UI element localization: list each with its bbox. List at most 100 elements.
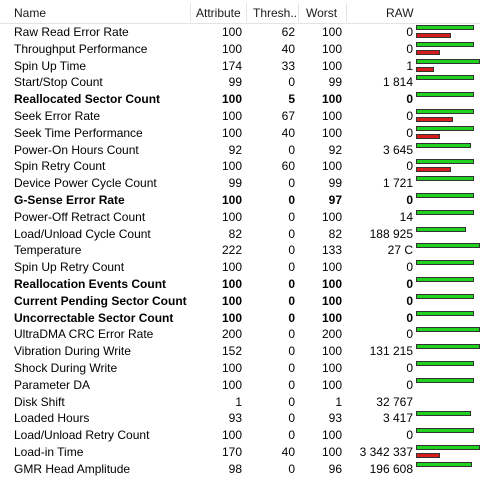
column-header-attribute[interactable]: Attribute bbox=[196, 6, 241, 20]
cell-worst: 100 bbox=[321, 125, 342, 140]
cell-name: Current Pending Sector Count bbox=[14, 293, 187, 308]
table-row[interactable]: G-Sense Error Rate 100 0 97 0 bbox=[0, 192, 480, 209]
health-bar-threshold bbox=[416, 116, 453, 122]
table-row[interactable]: Disk Shift 1 0 1 32 767 bbox=[0, 394, 480, 411]
cell-raw: 32 767 bbox=[376, 394, 413, 409]
table-row[interactable]: Device Power Cycle Count 99 0 99 1 721 bbox=[0, 175, 480, 192]
column-divider[interactable] bbox=[346, 3, 347, 22]
table-row[interactable]: Load/Unload Cycle Count 82 0 82 188 925 bbox=[0, 226, 480, 243]
cell-threshold: 0 bbox=[288, 176, 295, 191]
cell-threshold: 0 bbox=[288, 461, 295, 476]
column-divider[interactable] bbox=[246, 3, 247, 22]
column-header-raw[interactable]: RAW bbox=[386, 6, 414, 20]
cell-raw: 0 bbox=[406, 25, 413, 39]
column-header-threshold[interactable]: Thresh... bbox=[253, 6, 297, 20]
cell-name: Spin Retry Count bbox=[14, 159, 106, 174]
cell-raw: 3 645 bbox=[382, 142, 413, 157]
cell-threshold: 0 bbox=[288, 142, 295, 157]
cell-name: Spin Up Time bbox=[14, 58, 87, 73]
cell-threshold: 0 bbox=[288, 276, 295, 291]
cell-worst: 100 bbox=[321, 159, 342, 174]
table-row[interactable]: Load-in Time 170 40 100 3 342 337 bbox=[0, 444, 480, 461]
cell-threshold: 0 bbox=[288, 192, 295, 207]
cell-threshold: 0 bbox=[288, 209, 295, 224]
cell-raw: 0 bbox=[406, 125, 413, 140]
cell-name: Seek Error Rate bbox=[14, 108, 101, 123]
health-bar-current bbox=[416, 125, 474, 131]
table-row[interactable]: Load/Unload Retry Count 100 0 100 0 bbox=[0, 427, 480, 444]
table-row[interactable]: Spin Up Time 174 33 100 1 bbox=[0, 58, 480, 75]
table-row[interactable]: Power-Off Retract Count 100 0 100 14 bbox=[0, 209, 480, 226]
health-bar-current bbox=[416, 243, 480, 249]
health-bar-current bbox=[416, 344, 480, 350]
table-row[interactable]: UltraDMA CRC Error Rate 200 0 200 0 bbox=[0, 326, 480, 343]
cell-name: Power-On Hours Count bbox=[14, 142, 139, 157]
cell-name: Start/Stop Count bbox=[14, 75, 103, 90]
cell-name: Disk Shift bbox=[14, 394, 65, 409]
column-header-name[interactable]: Name bbox=[14, 6, 47, 20]
cell-attribute: 100 bbox=[221, 260, 242, 275]
cell-threshold: 0 bbox=[288, 377, 295, 392]
table-row[interactable]: Seek Time Performance 100 40 100 0 bbox=[0, 125, 480, 142]
health-bar-current bbox=[416, 159, 474, 165]
cell-threshold: 0 bbox=[288, 428, 295, 443]
health-bar-threshold bbox=[416, 452, 440, 458]
cell-raw: 0 bbox=[406, 108, 413, 123]
cell-threshold: 0 bbox=[288, 75, 295, 90]
table-row[interactable]: Start/Stop Count 99 0 99 1 814 bbox=[0, 74, 480, 91]
cell-raw: 1 814 bbox=[382, 75, 413, 90]
table-row[interactable]: Throughput Performance 100 40 100 0 bbox=[0, 41, 480, 58]
cell-attribute: 99 bbox=[228, 176, 242, 191]
cell-attribute: 100 bbox=[221, 293, 242, 308]
cell-worst: 100 bbox=[321, 260, 342, 275]
table-row[interactable]: Spin Retry Count 100 60 100 0 bbox=[0, 158, 480, 175]
cell-attribute: 100 bbox=[221, 125, 242, 140]
cell-raw: 1 721 bbox=[382, 176, 413, 191]
health-bar-current bbox=[416, 260, 474, 266]
cell-name: Device Power Cycle Count bbox=[14, 176, 157, 191]
cell-worst: 100 bbox=[321, 344, 342, 359]
cell-worst: 96 bbox=[328, 461, 342, 476]
health-bar-current bbox=[416, 444, 480, 450]
health-bar-current bbox=[416, 293, 474, 299]
cell-worst: 100 bbox=[321, 58, 342, 73]
table-row[interactable]: Vibration During Write 152 0 100 131 215 bbox=[0, 343, 480, 360]
health-bar-current bbox=[416, 58, 480, 64]
cell-threshold: 40 bbox=[281, 125, 295, 140]
column-divider[interactable] bbox=[298, 3, 299, 22]
table-row[interactable]: Reallocated Sector Count 100 5 100 0 bbox=[0, 91, 480, 108]
table-row[interactable]: Temperature 222 0 133 27 C bbox=[0, 242, 480, 259]
column-divider[interactable] bbox=[190, 3, 191, 22]
health-bar-current bbox=[416, 75, 474, 81]
table-row[interactable]: GMR Head Amplitude 98 0 96 196 608 bbox=[0, 461, 480, 478]
cell-threshold: 0 bbox=[288, 411, 295, 426]
cell-attribute: 100 bbox=[221, 159, 242, 174]
table-row[interactable]: Current Pending Sector Count 100 0 100 0 bbox=[0, 293, 480, 310]
cell-attribute: 98 bbox=[228, 461, 242, 476]
cell-threshold: 33 bbox=[281, 58, 295, 73]
health-bar-current bbox=[416, 209, 474, 215]
table-row[interactable]: Shock During Write 100 0 100 0 bbox=[0, 360, 480, 377]
table-row[interactable]: Uncorrectable Sector Count 100 0 100 0 bbox=[0, 310, 480, 327]
column-header-worst[interactable]: Worst bbox=[306, 6, 338, 20]
cell-attribute: 100 bbox=[221, 25, 242, 39]
table-row[interactable]: Power-On Hours Count 92 0 92 3 645 bbox=[0, 142, 480, 159]
cell-attribute: 100 bbox=[221, 276, 242, 291]
cell-threshold: 60 bbox=[281, 159, 295, 174]
table-row[interactable]: Loaded Hours 93 0 93 3 417 bbox=[0, 410, 480, 427]
cell-threshold: 0 bbox=[288, 243, 295, 258]
cell-attribute: 100 bbox=[221, 41, 242, 56]
health-bar-current bbox=[416, 310, 474, 316]
table-row[interactable]: Raw Read Error Rate 100 62 100 0 bbox=[0, 24, 480, 41]
health-bar-current bbox=[416, 92, 474, 98]
table-row[interactable]: Reallocation Events Count 100 0 100 0 bbox=[0, 276, 480, 293]
cell-threshold: 67 bbox=[281, 108, 295, 123]
table-row[interactable]: Spin Up Retry Count 100 0 100 0 bbox=[0, 259, 480, 276]
cell-worst: 100 bbox=[321, 108, 342, 123]
cell-worst: 100 bbox=[321, 310, 342, 325]
cell-raw: 27 C bbox=[387, 243, 413, 258]
cell-raw: 0 bbox=[406, 360, 413, 375]
table-row[interactable]: Seek Error Rate 100 67 100 0 bbox=[0, 108, 480, 125]
table-row[interactable]: Parameter DA 100 0 100 0 bbox=[0, 377, 480, 394]
cell-threshold: 0 bbox=[288, 310, 295, 325]
